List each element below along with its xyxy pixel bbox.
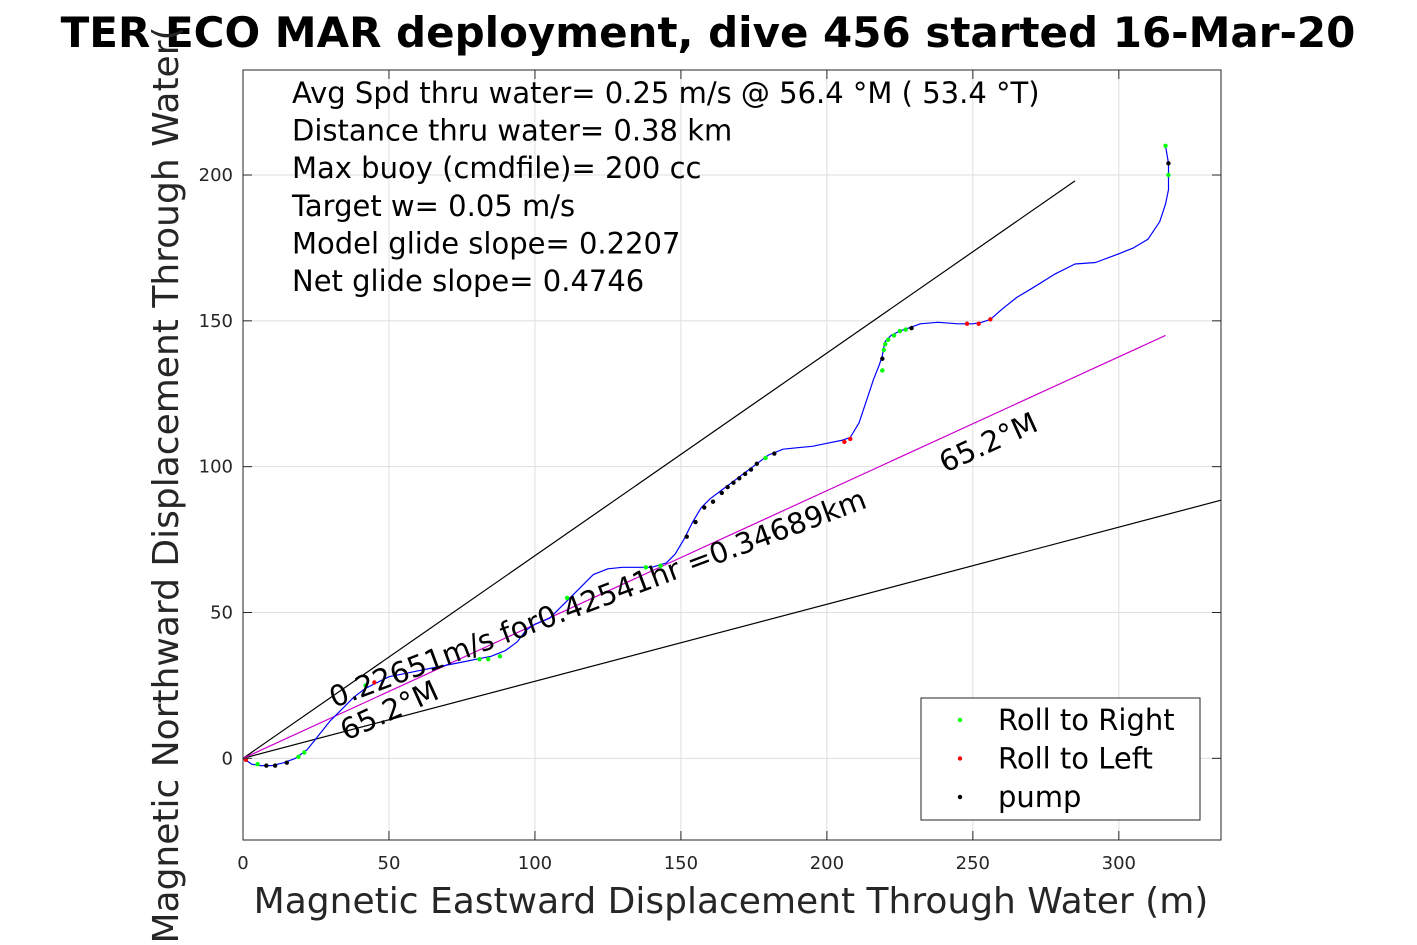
stat-line: Avg Spd thru water= 0.25 m/s @ 56.4 °M (…	[292, 76, 1040, 110]
marker-pump	[284, 760, 289, 765]
x-tick-label: 200	[810, 853, 844, 874]
marker-roll-right	[885, 337, 891, 342]
marker-roll-right	[302, 750, 307, 755]
legend-marker-roll-right	[957, 717, 963, 723]
marker-pump	[725, 484, 730, 490]
legend-box	[920, 697, 1201, 821]
stat-line: Distance thru water= 0.38 km	[292, 114, 732, 148]
marker-roll-right	[497, 654, 503, 659]
marker-roll-right	[883, 341, 888, 347]
marker-roll-left	[964, 321, 970, 326]
marker-roll-left	[988, 317, 993, 322]
ticks: 0 50 100 150 200 250 300 0 50 100 150 200	[199, 70, 1221, 874]
y-tick-label: 0	[222, 748, 233, 769]
guide-line-lower	[242, 499, 1222, 759]
marker-roll-left	[372, 680, 377, 685]
y-tick-label: 150	[199, 311, 233, 332]
marker-roll-right	[363, 683, 368, 688]
marker-roll-right	[1163, 143, 1168, 149]
marker-pump	[880, 356, 885, 361]
marker-roll-right	[903, 327, 908, 332]
x-tick-label: 300	[1102, 853, 1136, 874]
marker-pump	[702, 505, 707, 510]
marker-pump	[737, 476, 742, 481]
stat-line: Max buoy (cmdfile)= 200 cc	[292, 151, 701, 185]
legend: Roll to Right Roll to Left pump	[920, 697, 1201, 821]
marker-roll-right	[880, 368, 885, 373]
marker-roll-left	[842, 439, 847, 445]
guide-lines	[242, 180, 1222, 759]
marker-roll-right	[255, 761, 260, 767]
marker-roll-right	[1166, 172, 1171, 178]
y-tick-label: 100	[199, 457, 233, 478]
marker-pump	[909, 325, 914, 331]
guide-line-heading	[242, 334, 1166, 759]
marker-roll-right	[658, 563, 663, 569]
marker-pump	[731, 480, 736, 485]
marker-roll-right	[891, 333, 897, 338]
stat-line: Model glide slope= 0.2207	[292, 226, 680, 260]
marker-pump	[754, 461, 760, 466]
marker-roll-right	[643, 565, 649, 570]
marker-roll-left	[976, 321, 981, 326]
marker-pump	[710, 499, 716, 504]
marker-pump	[742, 471, 748, 477]
stat-line: Target w= 0.05 m/s	[291, 189, 575, 223]
x-tick-label: 150	[664, 853, 698, 874]
legend-label: Roll to Left	[998, 742, 1153, 776]
y-tick-label: 200	[199, 165, 233, 186]
y-axis-title: Magnetic Northward Displacement Through …	[146, 26, 187, 943]
legend-label: pump	[998, 780, 1081, 814]
marker-roll-right	[296, 754, 301, 760]
marker-pump	[719, 490, 724, 496]
marker-roll-right	[477, 656, 482, 662]
track-markers	[243, 143, 1171, 768]
marker-roll-right	[486, 656, 491, 662]
x-tick-label: 100	[518, 853, 552, 874]
marker-roll-left	[848, 436, 853, 442]
x-tick-label: 250	[956, 853, 990, 874]
y-tick-label: 50	[210, 603, 233, 624]
stat-line: Net glide slope= 0.4746	[292, 264, 644, 298]
marker-roll-right	[881, 347, 887, 353]
grid	[242, 70, 1221, 840]
marker-roll-right	[897, 328, 903, 334]
marker-roll-right	[564, 595, 570, 601]
legend-marker-roll-left	[957, 756, 963, 761]
marker-pump	[693, 519, 698, 525]
legend-marker-pump	[957, 794, 963, 800]
plot-frame	[242, 69, 1222, 841]
x-axis-title: Magnetic Eastward Displacement Through W…	[254, 881, 1209, 922]
x-tick-label: 0	[237, 853, 248, 874]
x-tick-label: 50	[378, 853, 401, 874]
stats-block: Avg Spd thru water= 0.25 m/s @ 56.4 °M (…	[291, 76, 1040, 298]
marker-pump	[684, 534, 689, 539]
marker-pump	[272, 763, 278, 768]
marker-pump	[772, 451, 777, 456]
marker-pump	[264, 763, 269, 768]
marker-pump	[1166, 161, 1171, 166]
legend-label: Roll to Right	[998, 703, 1175, 737]
marker-pump	[748, 467, 754, 472]
guide-line-upper	[242, 180, 1076, 759]
plot-title: TER ECO MAR deployment, dive 456 started…	[61, 8, 1356, 57]
marker-roll-right	[763, 455, 768, 461]
